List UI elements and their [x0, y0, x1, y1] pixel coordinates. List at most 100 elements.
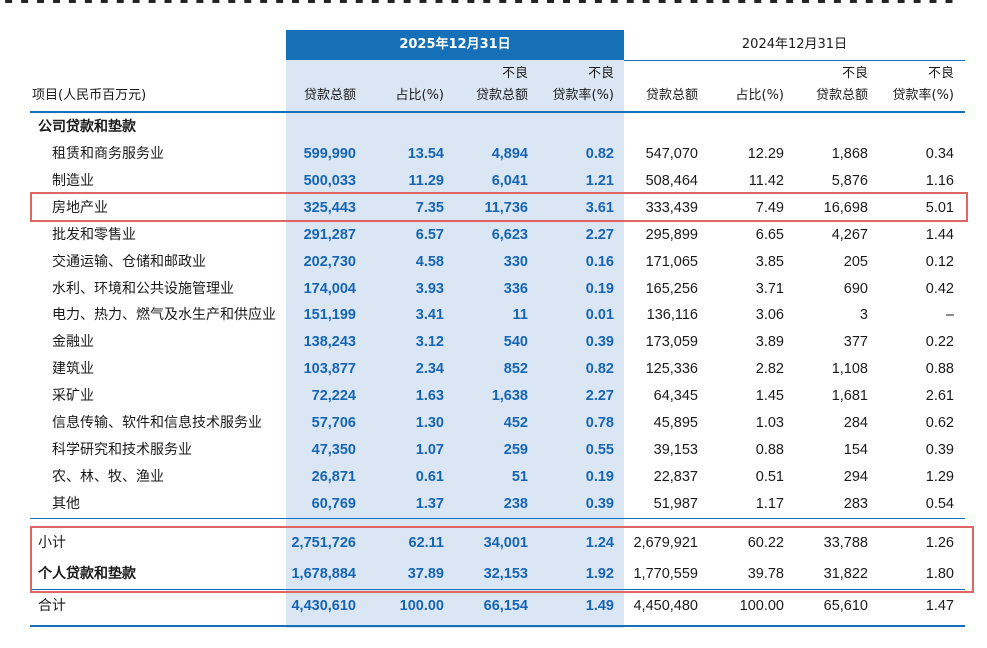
industry-row-7-current-npl-rate: 0.39 — [585, 334, 614, 351]
industry-row-4-previous-npl-rate: 0.12 — [925, 253, 954, 270]
total-row-previous-loan-total: 4,450,480 — [633, 598, 698, 614]
industry-row-9-previous-loan-total: 64,345 — [653, 388, 698, 405]
current-period-title: 2025年12月31日 — [399, 37, 511, 52]
industry-row-10-current-loan-total: 57,706 — [311, 415, 356, 431]
industry-row-12-current-npl-rate: 0.19 — [585, 468, 614, 485]
industry-row-9-current-share: 1.63 — [415, 388, 444, 405]
industry-row-6-current-npl-rate: 0.01 — [585, 307, 614, 324]
industry-row-0-previous-share: 12.29 — [747, 146, 784, 162]
industry-row-11-current-share: 1.07 — [415, 441, 444, 458]
industry-row-12-current-npl-total: 51 — [511, 468, 528, 485]
industry-row-4-current-npl-total: 330 — [503, 253, 528, 270]
header-rule — [30, 111, 965, 113]
personal-loans-row-previous-share: 39.78 — [747, 566, 784, 582]
industry-row-7-previous-npl-rate: 0.22 — [925, 334, 954, 351]
section-corporate-loans: 公司贷款和垫款 — [38, 119, 136, 135]
industry-row-5-previous-share: 3.71 — [755, 280, 784, 297]
industry-row-2-current-loan-total: 325,443 — [303, 199, 356, 216]
header-current-loan-total: 贷款总额 — [303, 88, 356, 103]
industry-row-11-previous-loan-total: 39,153 — [653, 441, 698, 458]
industry-row-3-current-share: 6.57 — [415, 226, 444, 243]
previous-period-underline — [624, 60, 965, 61]
industry-row-5-current-npl-rate: 0.19 — [585, 280, 614, 297]
industry-row-0-current-loan-total: 599,990 — [303, 146, 356, 162]
industry-row-9-current-loan-total: 72,224 — [311, 388, 356, 405]
industry-row-3-current-npl-rate: 2.27 — [585, 226, 614, 243]
industry-row-9-previous-npl-total: 1,681 — [831, 388, 868, 405]
header-item: 项目(人民币百万元) — [32, 88, 147, 103]
header-previous-loan-total: 贷款总额 — [645, 88, 698, 103]
industry-row-9-current-npl-rate: 2.27 — [585, 388, 614, 405]
industry-row-7-previous-loan-total: 173,059 — [645, 334, 698, 351]
industry-row-12-label: 农、林、牧、渔业 — [52, 468, 164, 485]
total-row-previous-share: 100.00 — [739, 598, 784, 614]
industry-row-5-current-loan-total: 174,004 — [303, 280, 356, 297]
industry-row-12-previous-npl-total: 294 — [843, 468, 868, 485]
industry-row-10-current-npl-total: 452 — [503, 415, 528, 431]
industry-row-1-current-share: 11.29 — [408, 172, 445, 189]
total-row-previous-npl-total: 65,610 — [823, 598, 868, 614]
industry-row-1-previous-npl-rate: 1.16 — [925, 172, 954, 189]
header-current-share: 占比(%) — [395, 88, 445, 103]
industry-row-8-previous-share: 2.82 — [755, 361, 784, 378]
industry-row-10-current-share: 1.30 — [415, 415, 444, 431]
industry-row-10-previous-share: 1.03 — [755, 415, 784, 431]
industry-row-6-previous-loan-total: 136,116 — [646, 307, 698, 324]
industry-row-13-current-npl-total: 238 — [503, 495, 528, 512]
total-row-label: 合计 — [38, 598, 66, 614]
total-row-current-npl-rate: 1.49 — [585, 598, 614, 614]
industry-row-8-current-npl-total: 852 — [503, 361, 528, 378]
industry-row-10-label: 信息传输、软件和信息技术服务业 — [52, 415, 262, 431]
industry-row-0-previous-loan-total: 547,070 — [645, 146, 698, 162]
industry-row-4-previous-npl-total: 205 — [843, 253, 868, 270]
industry-row-5-current-share: 3.93 — [415, 280, 444, 297]
industry-row-11-current-loan-total: 47,350 — [311, 441, 356, 458]
industry-row-5-previous-npl-rate: 0.42 — [925, 280, 954, 297]
industry-row-7-current-share: 3.12 — [415, 334, 444, 351]
industry-row-11-current-npl-total: 259 — [503, 441, 528, 458]
industry-row-8-previous-npl-total: 1,108 — [831, 361, 868, 378]
industry-row-8-current-share: 2.34 — [415, 361, 444, 378]
industry-row-12-current-loan-total: 26,871 — [311, 468, 356, 485]
industry-row-9-current-npl-total: 1,638 — [491, 388, 528, 405]
header-current-npl-line2: 贷款总额 — [475, 88, 528, 103]
industry-row-6-current-share: 3.41 — [415, 307, 444, 324]
personal-loans-row-previous-loan-total: 1,770,559 — [633, 566, 698, 582]
personal-loans-row-current-npl-rate: 1.92 — [585, 566, 614, 582]
industry-row-9-previous-npl-rate: 2.61 — [925, 388, 954, 405]
industry-row-11-previous-npl-total: 154 — [843, 441, 868, 458]
total-row-previous-npl-rate: 1.47 — [925, 598, 954, 614]
industry-row-2-current-npl-rate: 3.61 — [585, 199, 614, 216]
current-period-header-band — [286, 30, 624, 60]
industry-row-9-previous-share: 1.45 — [755, 388, 784, 405]
industry-row-11-current-npl-rate: 0.55 — [585, 441, 614, 458]
industry-row-3-current-loan-total: 291,287 — [303, 226, 356, 243]
personal-loans-row-current-npl-total: 32,153 — [483, 566, 528, 582]
current-period-column-shading — [286, 30, 624, 628]
industry-row-2-label: 房地产业 — [52, 199, 108, 216]
industry-row-1-previous-loan-total: 508,464 — [645, 172, 698, 189]
industry-row-1-current-npl-rate: 1.21 — [585, 172, 614, 189]
industry-row-11-previous-npl-rate: 0.39 — [925, 441, 954, 458]
subtotal-row-label: 小计 — [38, 535, 66, 551]
industry-row-4-previous-loan-total: 171,065 — [645, 253, 698, 270]
industry-row-4-previous-share: 3.85 — [755, 253, 784, 270]
industry-row-8-previous-loan-total: 125,336 — [645, 361, 698, 378]
industry-row-13-label: 其他 — [52, 495, 80, 512]
industry-row-8-current-loan-total: 103,877 — [303, 361, 356, 378]
industry-row-2-current-share: 7.35 — [415, 199, 444, 216]
industry-row-10-previous-loan-total: 45,895 — [653, 415, 698, 431]
industry-row-6-previous-npl-total: 3 — [859, 307, 868, 324]
header-previous-npl-rate-line1: 不良 — [927, 66, 954, 81]
industry-row-10-previous-npl-total: 284 — [843, 415, 868, 431]
previous-period-title: 2024年12月31日 — [741, 37, 848, 52]
annotation-box-real-estate — [30, 192, 968, 222]
industry-row-1-label: 制造业 — [52, 172, 94, 189]
industry-row-8-current-npl-rate: 0.82 — [585, 361, 614, 378]
industry-row-6-previous-share: 3.06 — [755, 307, 784, 324]
subtotal-row-current-npl-total: 34,001 — [483, 535, 528, 551]
industry-row-2-previous-loan-total: 333,439 — [645, 199, 698, 216]
industry-row-6-current-npl-total: 11 — [512, 307, 528, 324]
industry-row-1-previous-share: 11.42 — [748, 172, 784, 189]
industry-row-0-current-npl-total: 4,894 — [491, 146, 528, 162]
